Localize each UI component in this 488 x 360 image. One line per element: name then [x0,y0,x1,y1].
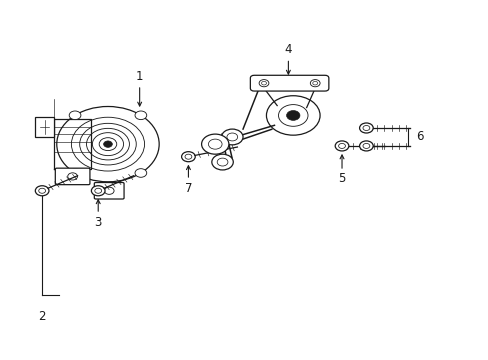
Circle shape [57,107,159,182]
Circle shape [35,186,49,196]
Circle shape [135,111,146,120]
FancyBboxPatch shape [94,183,124,199]
Text: 6: 6 [415,130,423,144]
FancyBboxPatch shape [55,168,90,185]
Text: 4: 4 [284,43,291,56]
Bar [35,117,54,137]
Circle shape [334,141,348,151]
Text: 2: 2 [39,310,46,323]
Circle shape [103,141,112,147]
Circle shape [359,123,372,133]
Text: 5: 5 [338,172,345,185]
Circle shape [211,154,233,170]
Circle shape [266,96,320,135]
Circle shape [69,169,81,177]
Text: 7: 7 [184,182,192,195]
Text: 3: 3 [94,216,102,229]
Text: 1: 1 [136,69,143,82]
Circle shape [91,186,105,196]
Circle shape [359,141,372,151]
Circle shape [259,80,268,87]
Circle shape [221,129,243,145]
Circle shape [69,111,81,120]
Circle shape [310,80,320,87]
Circle shape [201,134,228,154]
Circle shape [286,111,299,120]
Circle shape [135,169,146,177]
Circle shape [181,152,195,162]
FancyBboxPatch shape [250,75,328,91]
